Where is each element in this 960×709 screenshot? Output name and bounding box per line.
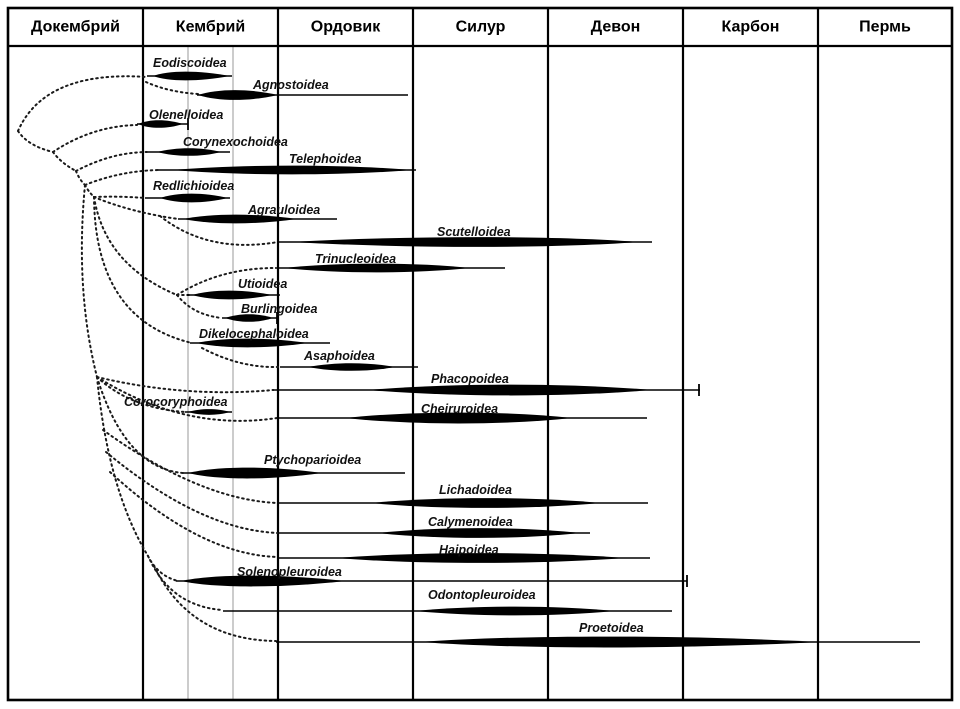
spindle-asaphoidea (308, 363, 395, 371)
phylogeny-dotted-edge (52, 124, 138, 153)
taxon-label-asaphoidea: Asaphoidea (303, 349, 375, 363)
phylogeny-dotted-edge (80, 184, 98, 378)
phylogeny-dotted-edge (93, 196, 193, 344)
taxon-label-agnostoidea: Agnostoidea (252, 78, 329, 92)
diagram-frame (6, 6, 954, 702)
taxon-label-burlingoidea: Burlingoidea (241, 302, 317, 316)
spindle-corynexochoidea (157, 148, 221, 156)
phylogeny-dotted-edge (159, 215, 279, 246)
spindle-odontopleuroidea (415, 606, 615, 616)
spindle-trinucleoidea (283, 263, 470, 273)
spindle-telephoidea (172, 165, 412, 175)
spindle-burlingoidea (225, 314, 273, 322)
spindle-agnostoidea (198, 90, 278, 100)
phylogeny-dotted-edge (149, 559, 223, 611)
spindle-phacopoidea (368, 384, 652, 396)
spindle-redlichioidea (160, 193, 228, 203)
taxon-label-agrauloidea: Agrauloidea (247, 203, 320, 217)
spindle-corocoryphoidea (188, 409, 230, 415)
taxon-label-haipoidea: Haipoidea (439, 543, 499, 557)
phylogeny-dotted-edge (176, 267, 276, 296)
taxon-label-utioidea: Utioidea (238, 277, 287, 291)
phylogeny-dotted-edge (145, 81, 199, 95)
taxon-label-solenopleuroidea: Solenopleuroidea (237, 565, 342, 579)
spindle-haipoidea (335, 553, 625, 563)
spindle-agrauloidea (183, 214, 297, 224)
phylogeny-dotted-edge (96, 376, 274, 394)
taxon-label-calymenoidea: Calymenoidea (428, 515, 513, 529)
phylogeny-dotted-edge (75, 170, 86, 186)
spindle-ptychoparioidea (188, 467, 322, 479)
taxon-label-corocoryphoidea: Corocoryphoidea (124, 395, 228, 409)
taxon-label-proetoidea: Proetoidea (579, 621, 644, 635)
taxon-label-ptychoparioidea: Ptychoparioidea (264, 453, 361, 467)
spindle-calymenoidea (378, 528, 580, 538)
phylogeny-dotted-edge (75, 151, 149, 172)
phylogeny-dotted-edge (17, 130, 54, 153)
period-header-2: Ордовик (311, 19, 381, 36)
phylogeny-dotted-edge (93, 196, 179, 220)
phylogeny-dotted-edge (105, 451, 279, 534)
period-header-0: Докембрий (31, 19, 120, 36)
phylogeny-dotted-edge (102, 429, 279, 504)
taxon-label-redlichioidea: Redlichioidea (153, 179, 234, 193)
taxon-label-odontopleuroidea: Odontopleuroidea (428, 588, 536, 602)
phylogeny-dotted-edge (96, 376, 278, 422)
taxon-label-cheiruroidea: Cheiruroidea (421, 402, 498, 416)
spindle-dikelocephaloidea (196, 338, 308, 348)
period-header-5: Карбон (722, 19, 780, 36)
period-header-3: Силур (456, 19, 506, 36)
spindle-solenopleuroidea (181, 575, 346, 587)
spindle-olenelloidea (138, 120, 183, 128)
period-header-4: Девон (591, 19, 641, 36)
spindle-lichadoidea (370, 498, 600, 508)
taxon-label-dikelocephaloidea: Dikelocephaloidea (199, 327, 309, 341)
phylogeny-dotted-edge (93, 195, 146, 199)
spindle-cheiruroidea (345, 412, 572, 424)
phylogeny-dotted-edge (96, 376, 149, 557)
phylogeny-dotted-edge (52, 151, 77, 172)
phylogeny-dotted-edge (201, 347, 279, 369)
period-header-6: Пермь (859, 19, 911, 36)
phylogeny-dotted-edge (153, 565, 277, 642)
phylogeny-dotted-edge (109, 471, 279, 558)
taxon-label-lichadoidea: Lichadoidea (439, 483, 512, 497)
phylogeny-dotted-edge (84, 169, 159, 186)
phylogeny-dotted-edge (176, 294, 223, 319)
taxon-label-trinucleoidea: Trinucleoidea (315, 252, 396, 266)
period-header-1: Кембрий (176, 19, 245, 36)
taxon-label-phacopoidea: Phacopoidea (431, 372, 509, 386)
taxon-label-eodiscoidea: Eodiscoidea (153, 56, 227, 70)
taxon-label-scutelloidea: Scutelloidea (437, 225, 511, 239)
spindle-utioidea (192, 290, 272, 300)
taxon-label-telephoidea: Telephoidea (289, 152, 362, 166)
taxon-label-olenelloidea: Olenelloidea (149, 108, 223, 122)
spindle-proetoidea (420, 636, 820, 648)
spindle-scutelloidea (290, 237, 640, 247)
taxon-label-corynexochoidea: Corynexochoidea (183, 135, 288, 149)
phylogeny-dotted-edge (93, 196, 178, 296)
phylogeny-dotted-edge (147, 555, 179, 582)
phylogeny-dotted-edge (17, 75, 148, 132)
spindle-eodiscoidea (153, 71, 230, 81)
